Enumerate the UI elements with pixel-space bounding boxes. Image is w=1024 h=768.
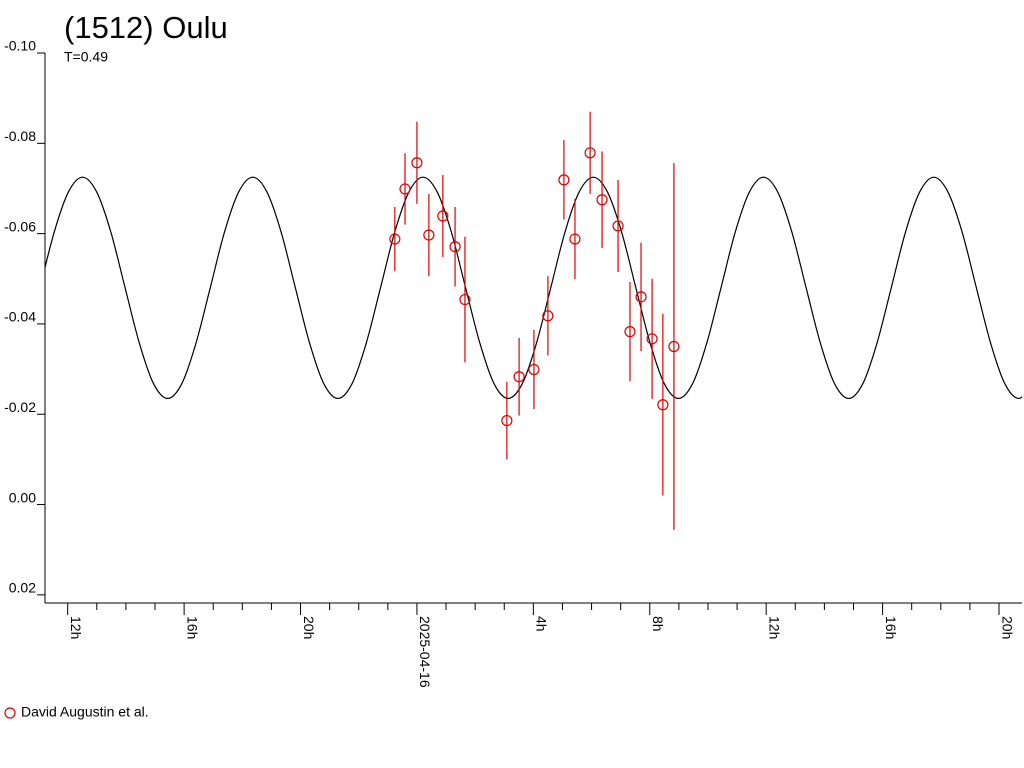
data-point [542,310,554,322]
data-point [459,293,471,306]
data-point [569,233,581,245]
chart-subtitle: T=0.49 [64,49,108,65]
data-point [528,363,540,376]
data-point [558,174,570,186]
data-point [584,147,596,159]
x-tick-label: 16h [184,616,200,639]
legend-label: David Augustin et al. [21,704,149,720]
x-tick-label: 20h [999,616,1015,639]
data-point [624,326,636,338]
data-point [668,340,680,353]
data-point [411,157,423,169]
x-tick-label: 20h [301,616,317,639]
y-tick-label: -0.02 [4,399,36,415]
x-tick-label: 12h [766,616,782,639]
legend-marker [4,707,16,719]
data-point [513,371,525,383]
x-tick-label: 12h [68,616,84,639]
data-point [646,333,658,345]
data-point [437,210,449,222]
x-tick-label: 16h [883,616,899,639]
plot-area [45,176,1022,400]
x-tick-label: 2025-04-16 [417,616,433,688]
x-tick-label: 4h [534,616,550,632]
model-curve [45,176,1022,400]
data-point [635,291,647,303]
data-point [389,233,401,245]
chart-title: (1512) Oulu [64,10,228,45]
data-point [399,183,411,195]
data-point [423,229,435,241]
data-point [449,241,461,253]
data-point [657,399,669,411]
y-tick-label: -0.10 [4,38,36,54]
data-point [612,220,624,232]
y-tick-label: -0.06 [4,218,36,234]
y-tick-label: 0.00 [9,489,36,505]
y-tick-label: -0.04 [4,309,36,325]
data-point [596,194,608,206]
x-tick-label: 8h [650,616,666,632]
data-point [501,414,513,427]
y-tick-label: -0.08 [4,128,36,144]
y-tick-label: 0.02 [9,580,36,596]
